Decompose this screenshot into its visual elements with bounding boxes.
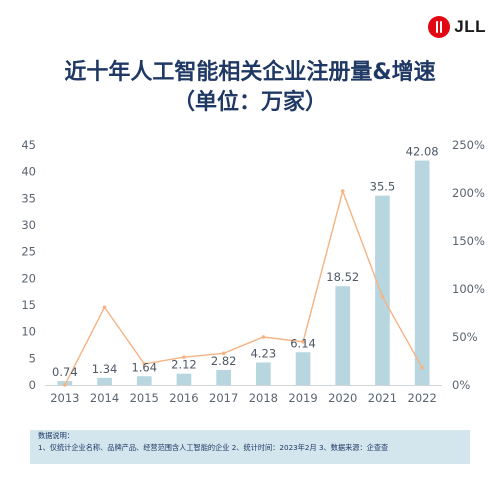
jll-logo: JLL xyxy=(428,16,486,38)
growth-point xyxy=(102,305,107,310)
bar-data-label: 18.52 xyxy=(326,270,359,284)
growth-point xyxy=(221,351,226,356)
y-left-tick-label: 15 xyxy=(21,298,36,312)
growth-point xyxy=(261,335,266,339)
x-tick-label: 2014 xyxy=(90,391,119,405)
notes-body: 1、仅统计企业名称、品牌产品、经营范围含人工智能的企业 2、统计时间：2023年… xyxy=(38,443,389,452)
x-tick-label: 2021 xyxy=(368,391,397,405)
growth-point xyxy=(340,189,345,193)
growth-line xyxy=(64,188,423,386)
bar-data-label: 35.5 xyxy=(370,180,396,194)
bar-data-label: 1.34 xyxy=(92,362,118,376)
growth-point xyxy=(63,383,67,387)
bar xyxy=(216,369,231,385)
bar xyxy=(136,376,152,385)
chart-title-line2: （单位：万家） xyxy=(172,90,327,115)
x-tick-label: 2019 xyxy=(288,391,317,405)
y-left-tick-label: 35 xyxy=(21,191,36,205)
bar-data-label: 42.08 xyxy=(406,145,439,159)
bar xyxy=(57,381,73,385)
bar xyxy=(375,195,390,385)
y-left-tick-label: 25 xyxy=(21,245,36,259)
bar-data-label: 2.12 xyxy=(171,358,197,372)
bar-data-label: 6.14 xyxy=(290,336,316,350)
data-notes: 数据说明： 1、仅统计企业名称、品牌产品、经营范围含人工智能的企业 2、统计时间… xyxy=(30,430,470,464)
y-left-tick-label: 45 xyxy=(21,138,36,152)
y-right-tick-label: 0% xyxy=(452,378,470,392)
x-tick-label: 2017 xyxy=(209,391,238,405)
jll-logo-icon xyxy=(428,16,451,38)
y-left-tick-label: 20 xyxy=(21,271,36,285)
y-left-tick-label: 40 xyxy=(21,165,36,179)
chart: 0 5 10 15 20 25 30 35 40 45 0% 50% 100% 150% 200% 250% 0… xyxy=(21,138,485,405)
bar-data-label: 1.64 xyxy=(131,360,157,374)
bar-data-label: 2.82 xyxy=(211,354,237,368)
x-tick-label: 2015 xyxy=(130,391,159,405)
growth-point xyxy=(182,355,186,359)
bar xyxy=(176,373,192,385)
bar xyxy=(414,160,430,385)
bar xyxy=(256,362,271,385)
y-right-tick-label: 150% xyxy=(452,234,485,248)
y-left-tick-label: 0 xyxy=(29,378,36,392)
logo-text: JLL xyxy=(454,17,486,36)
y-right-tick-label: 200% xyxy=(452,186,485,200)
x-tick-label: 2022 xyxy=(408,391,437,405)
y-left-tick-label: 5 xyxy=(29,351,36,365)
growth-point xyxy=(301,340,305,344)
growth-point xyxy=(142,362,147,366)
growth-point xyxy=(380,294,385,299)
y-left-tick-label: 10 xyxy=(21,325,36,339)
y-right-tick-label: 250% xyxy=(452,138,485,152)
x-tick-label: 2016 xyxy=(169,391,198,405)
bar-data-label: 0.74 xyxy=(52,365,78,379)
x-tick-label: 2020 xyxy=(328,391,357,405)
bar xyxy=(335,286,351,385)
y-right-tick-label: 50% xyxy=(452,330,478,344)
y-left-tick-label: 30 xyxy=(21,218,36,232)
x-tick-label: 2013 xyxy=(50,391,79,405)
y-right-tick-label: 100% xyxy=(452,282,485,296)
x-tick-label: 2018 xyxy=(249,391,278,405)
bar xyxy=(97,377,112,385)
notes-heading: 数据说明： xyxy=(38,431,74,440)
chart-title: 近十年人工智能相关企业注册量&增速 （单位：万家） xyxy=(0,58,500,118)
bar xyxy=(295,352,311,385)
growth-point xyxy=(420,365,424,370)
bar-data-label: 4.23 xyxy=(251,346,277,360)
chart-title-line1: 近十年人工智能相关企业注册量&增速 xyxy=(64,60,436,85)
